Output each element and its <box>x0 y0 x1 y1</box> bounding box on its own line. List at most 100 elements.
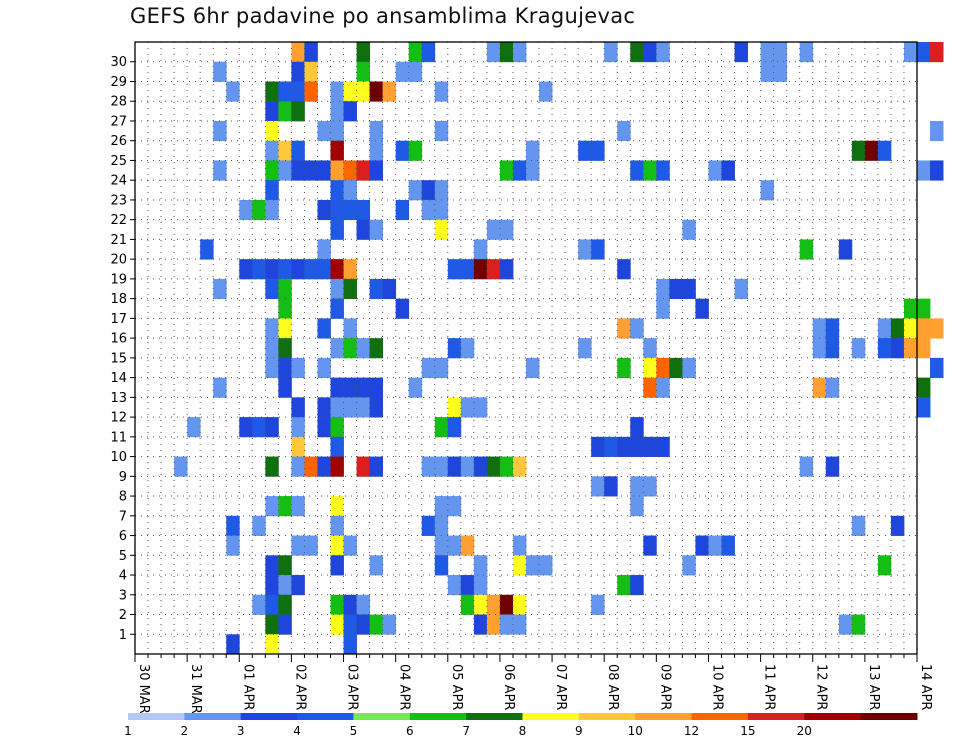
heatmap-cell-m7-s15 <box>330 496 344 517</box>
legend-label: 8 <box>519 724 527 738</box>
heatmap-cell-m8-s38 <box>630 476 644 497</box>
heatmap-cell-m24-s10 <box>265 160 279 181</box>
heatmap-cell-m17-s40 <box>656 298 670 319</box>
heatmap-cell-m26-s61 <box>930 120 944 142</box>
heatmap-cell-m9-s12 <box>291 456 305 477</box>
heatmap-cell-m4-s10 <box>265 555 279 576</box>
heatmap-cell-m24-s44 <box>708 160 722 181</box>
legend-label: 20 <box>797 724 812 738</box>
x-tick-label: 02 APR <box>292 664 307 710</box>
legend-swatch <box>240 713 298 720</box>
y-tick-label: 28 <box>110 95 127 110</box>
heatmap-cell-m5-s7 <box>226 535 240 556</box>
heatmap-cell-m28-s15 <box>330 81 344 102</box>
heatmap-cell-m2-s35 <box>591 594 605 615</box>
heatmap-cell-m14-s42 <box>682 357 696 379</box>
heatmap-cell-m5-s16 <box>343 535 357 556</box>
heatmap-cell-m24-s18 <box>369 160 384 181</box>
heatmap-cell-m5-s45 <box>721 535 735 556</box>
y-tick-label: 25 <box>110 154 127 169</box>
heatmap-cell-m14-s41 <box>669 357 683 379</box>
heatmap-cell-m24-s6 <box>213 160 227 181</box>
heatmap-cell-m20-s5 <box>200 239 214 260</box>
x-tick-label: 12 APR <box>814 664 829 710</box>
heatmap-cell-m28-s7 <box>226 81 240 102</box>
heatmap-cell-m16-s61 <box>930 318 944 339</box>
heatmap-cell-m15-s11 <box>278 338 292 359</box>
heatmap-cell-m3-s26 <box>473 575 488 596</box>
heatmap-cell-m9-s53 <box>825 456 840 477</box>
heatmap-cell-m10-s40 <box>656 436 670 457</box>
heatmap-cell-m0-s7 <box>226 634 240 655</box>
heatmap-cell-m24-s17 <box>356 160 370 181</box>
heatmap-cell-m30-s13 <box>304 42 318 63</box>
heatmap-cell-m13-s11 <box>278 377 292 398</box>
heatmap-cell-m4-s26 <box>473 555 488 576</box>
legend-swatch <box>297 713 354 720</box>
x-tick-label: 03 APR <box>345 664 360 710</box>
y-tick-label: 19 <box>110 272 127 287</box>
heatmap-cell-m17-s11 <box>278 298 292 319</box>
heatmap-cell-m3-s38 <box>630 575 644 596</box>
heatmap-cell-m21-s17 <box>356 219 370 240</box>
y-tick-label: 12 <box>110 411 127 426</box>
heatmap-cell-m15-s57 <box>877 338 892 359</box>
x-tick-label: 01 APR <box>240 664 255 710</box>
heatmap-cell-m24-s61 <box>930 160 944 181</box>
heatmap-cell-m29-s21 <box>408 61 423 82</box>
heatmap-cell-m19-s9 <box>252 259 266 280</box>
heatmap-cell-m1-s27 <box>486 614 501 635</box>
heatmap-cell-m13-s15 <box>330 377 344 398</box>
heatmap-cell-m30-s28 <box>499 42 514 63</box>
heatmap-cell-m27-s11 <box>278 101 292 122</box>
heatmap-cell-m20-s26 <box>473 239 488 260</box>
heatmap-cell-m5-s23 <box>434 535 449 556</box>
heatmap-cell-m1-s18 <box>369 614 384 635</box>
x-tick-label: 11 APR <box>762 664 777 710</box>
heatmap-cell-m19-s26 <box>473 259 488 280</box>
heatmap-cell-m30-s27 <box>486 42 501 63</box>
heatmap-cell-m9-s24 <box>447 456 462 477</box>
heatmap-cell-m11-s23 <box>434 417 449 438</box>
heatmap-cell-m4-s57 <box>877 555 892 576</box>
x-tick-label: 05 APR <box>449 664 464 710</box>
heatmap-cell-m14-s22 <box>421 357 436 379</box>
heatmap-cell-m16-s14 <box>317 318 331 339</box>
heatmap-cell-m12-s60 <box>917 397 931 418</box>
heatmap-cell-m24-s45 <box>721 160 735 181</box>
heatmap-cell-m30-s46 <box>734 42 748 63</box>
x-tick-label: 07 APR <box>553 664 568 710</box>
legend-label: 15 <box>740 724 755 738</box>
y-tick-label: 11 <box>110 430 127 445</box>
heatmap-cell-m16-s10 <box>265 318 279 339</box>
legend-swatch <box>691 713 749 720</box>
heatmap-cell-m21-s23 <box>434 219 449 240</box>
heatmap-cell-m1-s16 <box>343 614 357 635</box>
heatmap-cell-m2-s28 <box>499 594 514 615</box>
heatmap-cell-m22-s15 <box>330 199 344 221</box>
heatmap-cell-m16-s58 <box>890 318 905 339</box>
heatmap-cell-m25-s55 <box>851 140 866 161</box>
x-tick-label: 14 APR <box>918 664 933 710</box>
heatmap-cell-m15-s10 <box>265 338 279 359</box>
heatmap-cell-m1-s10 <box>265 614 279 635</box>
heatmap-cell-m4-s42 <box>682 555 696 576</box>
legend-label: 1 <box>124 724 132 738</box>
heatmap-cell-m11-s8 <box>239 417 253 438</box>
y-tick-label: 24 <box>110 174 127 189</box>
heatmap-cell-m21-s15 <box>330 219 344 240</box>
heatmap-cell-m19-s10 <box>265 259 279 280</box>
x-tick-label: 13 APR <box>866 664 881 710</box>
y-tick-label: 21 <box>110 233 127 248</box>
heatmap-cell-m18-s6 <box>213 278 227 300</box>
heatmap-cell-m22-s9 <box>252 199 266 221</box>
heatmap-cell-m28-s19 <box>382 81 397 102</box>
heatmap-cell-m30-s17 <box>356 42 370 63</box>
heatmap-cell-m26-s6 <box>213 120 227 142</box>
heatmap-cell-m11-s24 <box>447 417 462 438</box>
heatmap-cell-m18-s10 <box>265 278 279 300</box>
heatmap-cell-m24-s11 <box>278 160 292 181</box>
heatmap-cell-m9-s14 <box>317 456 331 477</box>
heatmap-cell-m23-s48 <box>760 180 775 201</box>
heatmap-cell-m25-s10 <box>265 140 279 161</box>
